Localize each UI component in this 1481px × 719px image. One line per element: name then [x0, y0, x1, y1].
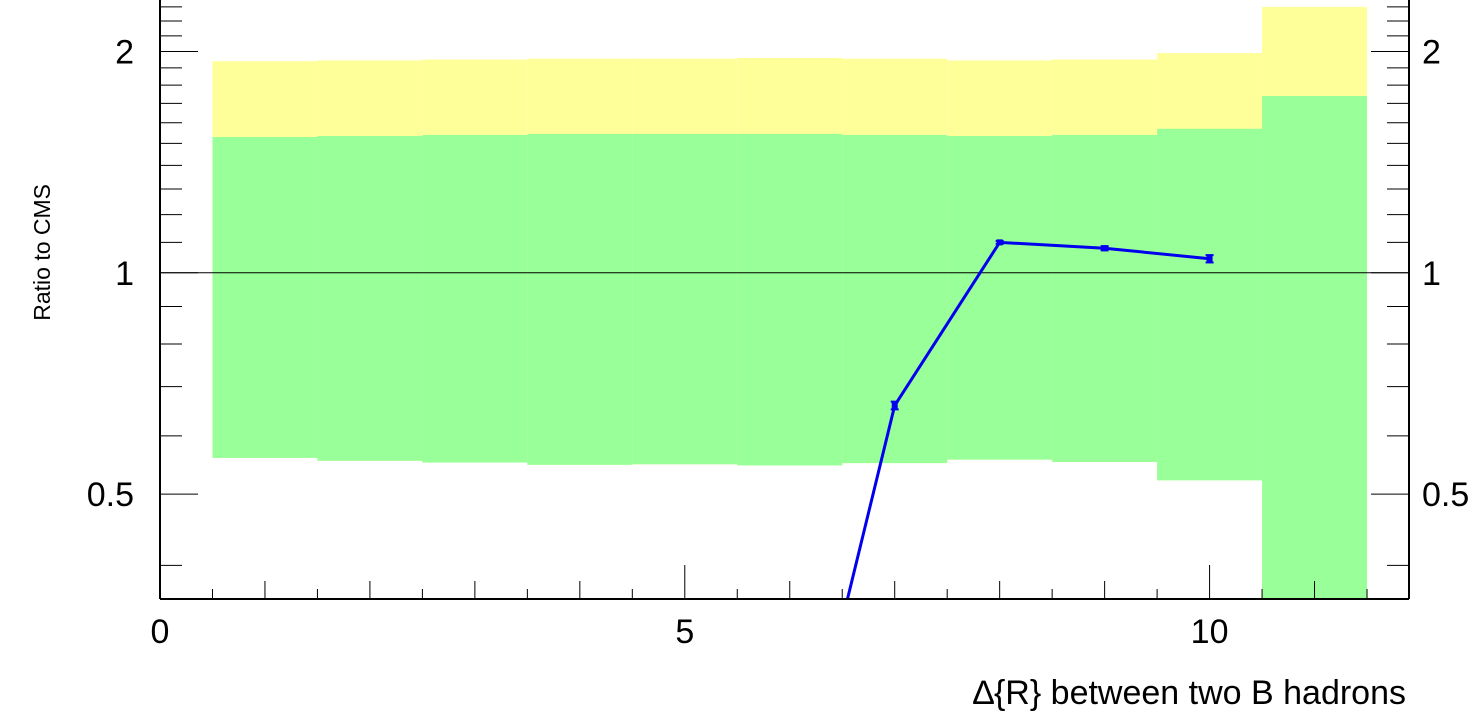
data-point: [1101, 245, 1108, 252]
x-tick-label: 10: [1191, 613, 1229, 651]
x-tick-label: 0: [151, 613, 170, 651]
band-inner-bin: [317, 135, 423, 461]
plot-frame: [159, 0, 1410, 600]
y-tick-label-left: 0.5: [87, 476, 134, 514]
band-inner-bin: [632, 133, 738, 465]
y-tick-label-right: 1: [1422, 255, 1441, 293]
y-tick-label-right: 2: [1422, 33, 1441, 71]
series-group: [846, 239, 1214, 600]
band-inner-bin: [212, 137, 318, 458]
band-inner-bin: [737, 133, 843, 466]
band-inner-bin: [422, 134, 528, 463]
uncertainty-bands: [212, 6, 1368, 599]
band-inner-bin: [842, 134, 948, 464]
y-tick-label-left: 1: [115, 255, 134, 293]
y-axis-title: Ratio to CMS: [29, 184, 55, 321]
x-tick-label: 5: [675, 613, 694, 651]
band-inner-bin: [1157, 128, 1263, 481]
tick-labels: 0 5 10 0.5 0.5 1 1 2 2: [87, 33, 1470, 651]
band-inner-bin: [1052, 134, 1158, 462]
y-tick-label-right: 0.5: [1422, 476, 1469, 514]
data-point: [891, 402, 898, 409]
data-point: [996, 239, 1003, 246]
data-point: [1206, 255, 1213, 262]
band-inner-bin: [1262, 95, 1368, 599]
x-axis-title: ∆{R} between two B hadrons: [973, 674, 1406, 712]
band-inner-bin: [527, 133, 633, 465]
axis-ticks: [159, 6, 1409, 599]
y-tick-label-left: 2: [115, 33, 134, 71]
